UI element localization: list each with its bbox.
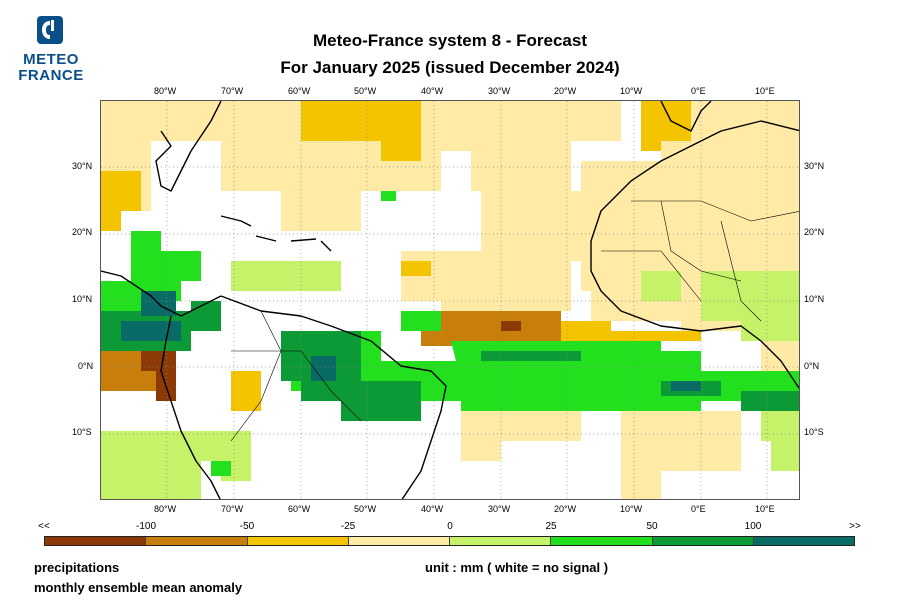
colorbar-swatch bbox=[146, 537, 248, 545]
lat-label: 10°S bbox=[72, 427, 92, 437]
colorbar-label: -50 bbox=[239, 521, 255, 532]
lon-label: 10°W bbox=[620, 504, 643, 514]
anomaly-patch-moderate-wet bbox=[401, 311, 441, 331]
chart-title-line2: For January 2025 (issued December 2024) bbox=[280, 58, 620, 77]
south-america-coast bbox=[160, 295, 447, 499]
lat-label: 0°N bbox=[804, 361, 820, 371]
colorbar-label: >> bbox=[849, 521, 861, 532]
variable-name: precipitations bbox=[34, 560, 120, 575]
lon-label: 70°W bbox=[221, 504, 244, 514]
lon-label: 10°W bbox=[620, 86, 643, 96]
lon-label: 50°W bbox=[354, 86, 377, 96]
anomaly-patch-moderate-dry bbox=[231, 371, 261, 411]
colorbar bbox=[44, 536, 855, 546]
colorbar-label: -100 bbox=[135, 521, 157, 532]
anomaly-patch-moderate-dry bbox=[101, 171, 141, 231]
lat-label: 20°N bbox=[804, 227, 825, 237]
logo-text-line1: METEO bbox=[23, 51, 79, 68]
meteo-france-logo: METEO FRANCE bbox=[14, 16, 88, 86]
unit-note: unit : mm ( white = no signal ) bbox=[425, 560, 609, 575]
lon-label: 30°W bbox=[488, 504, 511, 514]
anomaly-patch-moderate-wet bbox=[211, 461, 231, 476]
lat-label: 10°N bbox=[804, 294, 825, 304]
lat-label: 10°S bbox=[804, 427, 824, 437]
precipitation-anomaly-map bbox=[100, 100, 800, 500]
lon-label: 0°E bbox=[691, 504, 706, 514]
anomaly-patch-very-strong-wet bbox=[121, 321, 181, 341]
lon-label: 60°W bbox=[288, 86, 311, 96]
colorbar-swatch bbox=[45, 537, 147, 545]
colorbar-swatch bbox=[247, 537, 349, 545]
lon-label: 20°W bbox=[554, 504, 577, 514]
anomaly-patch-light-wet bbox=[641, 271, 681, 301]
lon-label: 80°W bbox=[154, 86, 177, 96]
chart-title-line1: Meteo-France system 8 - Forecast bbox=[313, 31, 587, 50]
map-svg bbox=[101, 101, 799, 499]
coastlines bbox=[101, 101, 799, 499]
colorbar-label: << bbox=[38, 521, 50, 532]
lat-label: 30°N bbox=[72, 161, 93, 171]
lat-label: 0°N bbox=[78, 361, 94, 371]
europe-coast bbox=[660, 101, 712, 132]
colorbar-swatch bbox=[753, 537, 854, 545]
lon-label: 10°E bbox=[755, 86, 775, 96]
logo-text-line2: FRANCE bbox=[18, 67, 84, 84]
anomaly-patch-moderate-dry bbox=[381, 131, 421, 161]
anomaly-patch-strong-wet bbox=[341, 381, 421, 421]
africa-coast bbox=[590, 120, 799, 390]
lon-label: 40°W bbox=[421, 504, 444, 514]
colorbar-label: 0 bbox=[447, 521, 453, 532]
lat-label: 20°N bbox=[72, 227, 93, 237]
lat-label: 30°N bbox=[804, 161, 825, 171]
lon-label: 20°W bbox=[554, 86, 577, 96]
colorbar-label: -25 bbox=[340, 521, 356, 532]
colorbar-swatch bbox=[450, 537, 552, 545]
anomaly-patch-light-dry bbox=[441, 101, 621, 191]
anomaly-patch-very-strong-wet bbox=[311, 356, 336, 381]
lon-label: 10°E bbox=[755, 504, 775, 514]
anomaly-patch-light-wet bbox=[761, 401, 799, 471]
lon-label: 60°W bbox=[288, 504, 311, 514]
anomaly-patch-moderate-dry bbox=[541, 321, 701, 341]
colorbar-label: 50 bbox=[646, 521, 658, 532]
central-america-coast bbox=[101, 270, 222, 317]
colorbar-swatch bbox=[348, 537, 450, 545]
anomaly-patch-strong-wet bbox=[191, 301, 221, 331]
colorbar-label: 25 bbox=[545, 521, 557, 532]
anomaly-patch-very-strong-dry bbox=[501, 321, 521, 331]
lat-label: 10°N bbox=[72, 294, 93, 304]
north-america-coast bbox=[155, 101, 222, 192]
lon-label: 40°W bbox=[421, 86, 444, 96]
meteo-france-mark-icon bbox=[37, 16, 63, 44]
lon-label: 50°W bbox=[354, 504, 377, 514]
anomaly-field bbox=[101, 101, 799, 499]
lon-label: 80°W bbox=[154, 504, 177, 514]
anomaly-patch-light-dry bbox=[621, 411, 741, 499]
anomaly-patch-very-strong-wet bbox=[671, 381, 701, 391]
anomaly-patch-light-wet bbox=[701, 271, 799, 341]
anomaly-patch-moderate-dry bbox=[401, 261, 431, 276]
lon-label: 0°E bbox=[691, 86, 706, 96]
lon-label: 70°W bbox=[221, 86, 244, 96]
lon-label: 30°W bbox=[488, 86, 511, 96]
anomaly-patch-light-wet bbox=[231, 261, 341, 291]
anomaly-patch-moderate-dry bbox=[641, 101, 691, 151]
anomaly-patch-moderate-wet bbox=[381, 191, 396, 201]
anomaly-patch-strong-wet bbox=[481, 351, 581, 361]
anomaly-patch-light-wet bbox=[201, 431, 251, 481]
anomaly-patch-strong-dry bbox=[421, 311, 561, 346]
colorbar-label: 100 bbox=[744, 521, 762, 532]
variable-description: monthly ensemble mean anomaly bbox=[34, 580, 243, 595]
caribbean-islands bbox=[220, 215, 332, 252]
colorbar-swatch bbox=[551, 537, 653, 545]
borders bbox=[230, 200, 799, 442]
anomaly-patch-light-dry bbox=[481, 191, 601, 311]
anomaly-patch-strong-wet bbox=[741, 391, 799, 411]
anomaly-patch-light-dry bbox=[461, 401, 581, 461]
colorbar-swatch bbox=[652, 537, 754, 545]
anomaly-patch-light-wet bbox=[101, 431, 201, 499]
